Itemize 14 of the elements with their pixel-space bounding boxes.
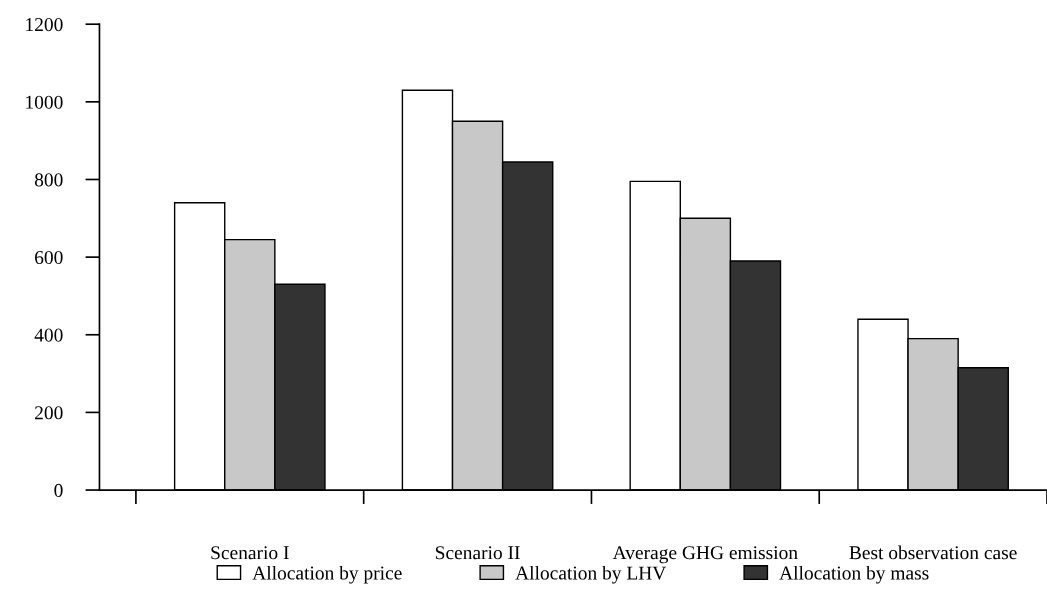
x-tick-label: Scenario II (435, 546, 520, 560)
y-tick-label: 200 (35, 406, 63, 420)
y-tick-label: 0 (54, 483, 63, 497)
y-tick-label: 600 (35, 250, 63, 265)
y-tick-label: 1000 (26, 95, 63, 109)
legend-label: Allocation by mass (779, 565, 929, 584)
y-tick-label: 1200 (26, 18, 63, 32)
legend-label: Allocation by LHV (515, 565, 667, 584)
y-tick-label: 800 (34, 173, 63, 187)
x-tick-label: Best observation case (849, 545, 1017, 560)
y-tick-label: 400 (34, 328, 63, 342)
legend-label: Allocation by price (252, 565, 402, 584)
x-tick-label: Scenario I (211, 546, 289, 560)
x-tick-label: Average GHG emission (612, 546, 798, 564)
